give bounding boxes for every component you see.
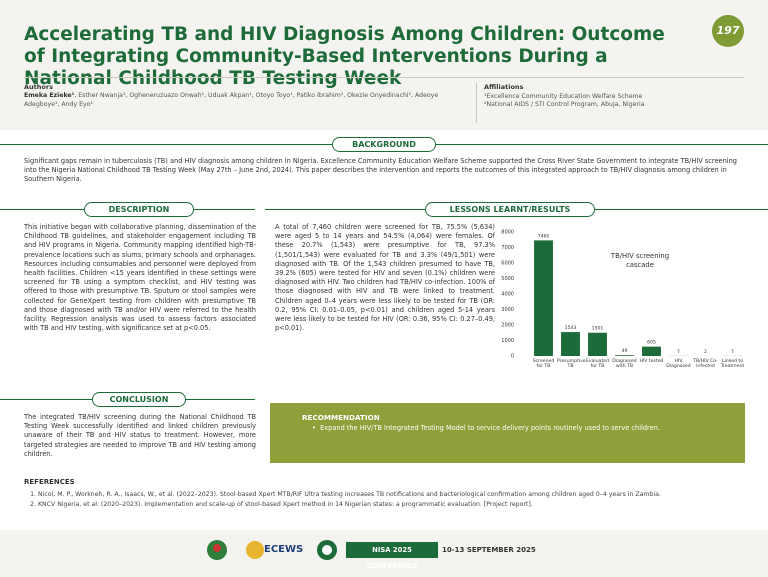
section-heading: CONCLUSION <box>92 392 186 407</box>
separator <box>24 77 744 78</box>
y-tick-label: 1000 <box>501 338 514 344</box>
x-tick-label: Evaluated for TB <box>586 359 609 370</box>
x-tick-label: HIV Diagnosed <box>666 359 691 370</box>
affiliations-label: Affiliations <box>484 83 524 91</box>
y-tick-label: 0 <box>511 354 514 360</box>
recommendation-item: Expand the HIV/TB Integrated Testing Mod… <box>320 424 660 432</box>
poster-number: 197 <box>712 15 744 47</box>
bar <box>588 332 607 356</box>
poster-title: Accelerating TB and HIV Diagnosis Among … <box>24 24 665 89</box>
x-tick-label: Screened for TB <box>532 359 555 370</box>
bar <box>615 355 634 356</box>
organization: ECEWS <box>264 544 304 555</box>
x-tick-label: TB/HIV Co-infected <box>693 359 718 370</box>
value-label: 2 <box>704 349 707 355</box>
nisa-logo <box>317 540 337 560</box>
header <box>0 0 768 130</box>
lead-author: Emeka Ezieke¹ <box>24 92 75 99</box>
value-label: 1543 <box>565 325 577 331</box>
nisa-emblem-center <box>322 545 332 555</box>
x-tick-label: Diagnosed with TB <box>612 359 637 370</box>
coat-of-arms-detail <box>213 544 221 552</box>
y-tick-label: 2000 <box>501 323 514 329</box>
reference: KNCV Nigeria, et al. (2020–2023). Implem… <box>38 500 744 510</box>
value-label: 7 <box>731 349 734 355</box>
reference-list: Nicol, M. P., Workneh, R. A., Isaacs, W.… <box>24 490 744 510</box>
y-tick-label: 6000 <box>501 261 514 267</box>
value-label: 7 <box>677 349 680 355</box>
bar <box>561 332 580 356</box>
lessons-text: A total of 7,460 children were screened … <box>275 223 495 333</box>
bar <box>642 346 661 356</box>
reference: Nicol, M. P., Workneh, R. A., Isaacs, W.… <box>38 490 744 500</box>
y-tick-label: 7000 <box>501 245 514 251</box>
references: REFERENCES Nicol, M. P., Workneh, R. A.,… <box>24 478 744 510</box>
bar <box>534 240 553 356</box>
authors-label: Authors <box>24 83 53 91</box>
background-text: Significant gaps remain in tuberculosis … <box>24 157 737 184</box>
value-label: 1501 <box>592 326 604 332</box>
conference: NISA 2025 CONFERENCE <box>346 542 438 570</box>
chart-title: TB/HIV screening cascade <box>610 252 670 269</box>
authors: Emeka Ezieke¹, Esther Nwanja¹, Ogheneruz… <box>24 92 464 109</box>
references-heading: REFERENCES <box>24 478 75 486</box>
x-tick-label: HIV tested <box>639 359 664 364</box>
section-heading: DESCRIPTION <box>84 202 194 217</box>
author-list: , Esther Nwanja¹, Ogheneruzuazo Onwah¹, … <box>24 92 439 108</box>
affiliation: ²National AIDS / STI Control Program, Ab… <box>484 101 645 108</box>
chart-canvas: 0 1000 2000 3000 4000 5000 6000 7000 8000 7460 154… <box>501 230 742 360</box>
section-heading: LESSONS LEARNT/RESULTS <box>425 202 595 217</box>
y-tick-label: 3000 <box>501 307 514 313</box>
affiliation: ¹Excellence Community Education Welfare … <box>484 93 643 100</box>
x-tick-label: Linked to Treatment <box>720 359 745 370</box>
value-label: 49 <box>622 348 628 354</box>
y-tick-label: 4000 <box>501 292 514 298</box>
x-tick-label: Presumptive TB <box>557 359 586 370</box>
recommendation-text: • Expand the HIV/TB Integrated Testing M… <box>312 424 660 432</box>
bar-chart: 0 1000 2000 3000 4000 5000 6000 7000 8000 7460 154… <box>500 222 750 377</box>
ecews-logo <box>246 541 264 559</box>
divider <box>476 83 477 123</box>
y-tick-label: 8000 <box>501 230 514 236</box>
section-heading: BACKGROUND <box>332 137 436 152</box>
value-label: 7460 <box>538 233 550 239</box>
logos <box>207 540 264 560</box>
recommendation-heading: RECOMMENDATION <box>302 413 380 422</box>
y-tick-label: 5000 <box>501 276 514 282</box>
conference-dates: 10-13 SEPTEMBER 2025 <box>442 546 536 554</box>
description-text: This initiative began with collaborative… <box>24 223 256 333</box>
value-label: 605 <box>647 340 656 346</box>
conclusion-text: The integrated TB/HIV screening during t… <box>24 413 256 458</box>
recommendation-box <box>270 403 745 463</box>
